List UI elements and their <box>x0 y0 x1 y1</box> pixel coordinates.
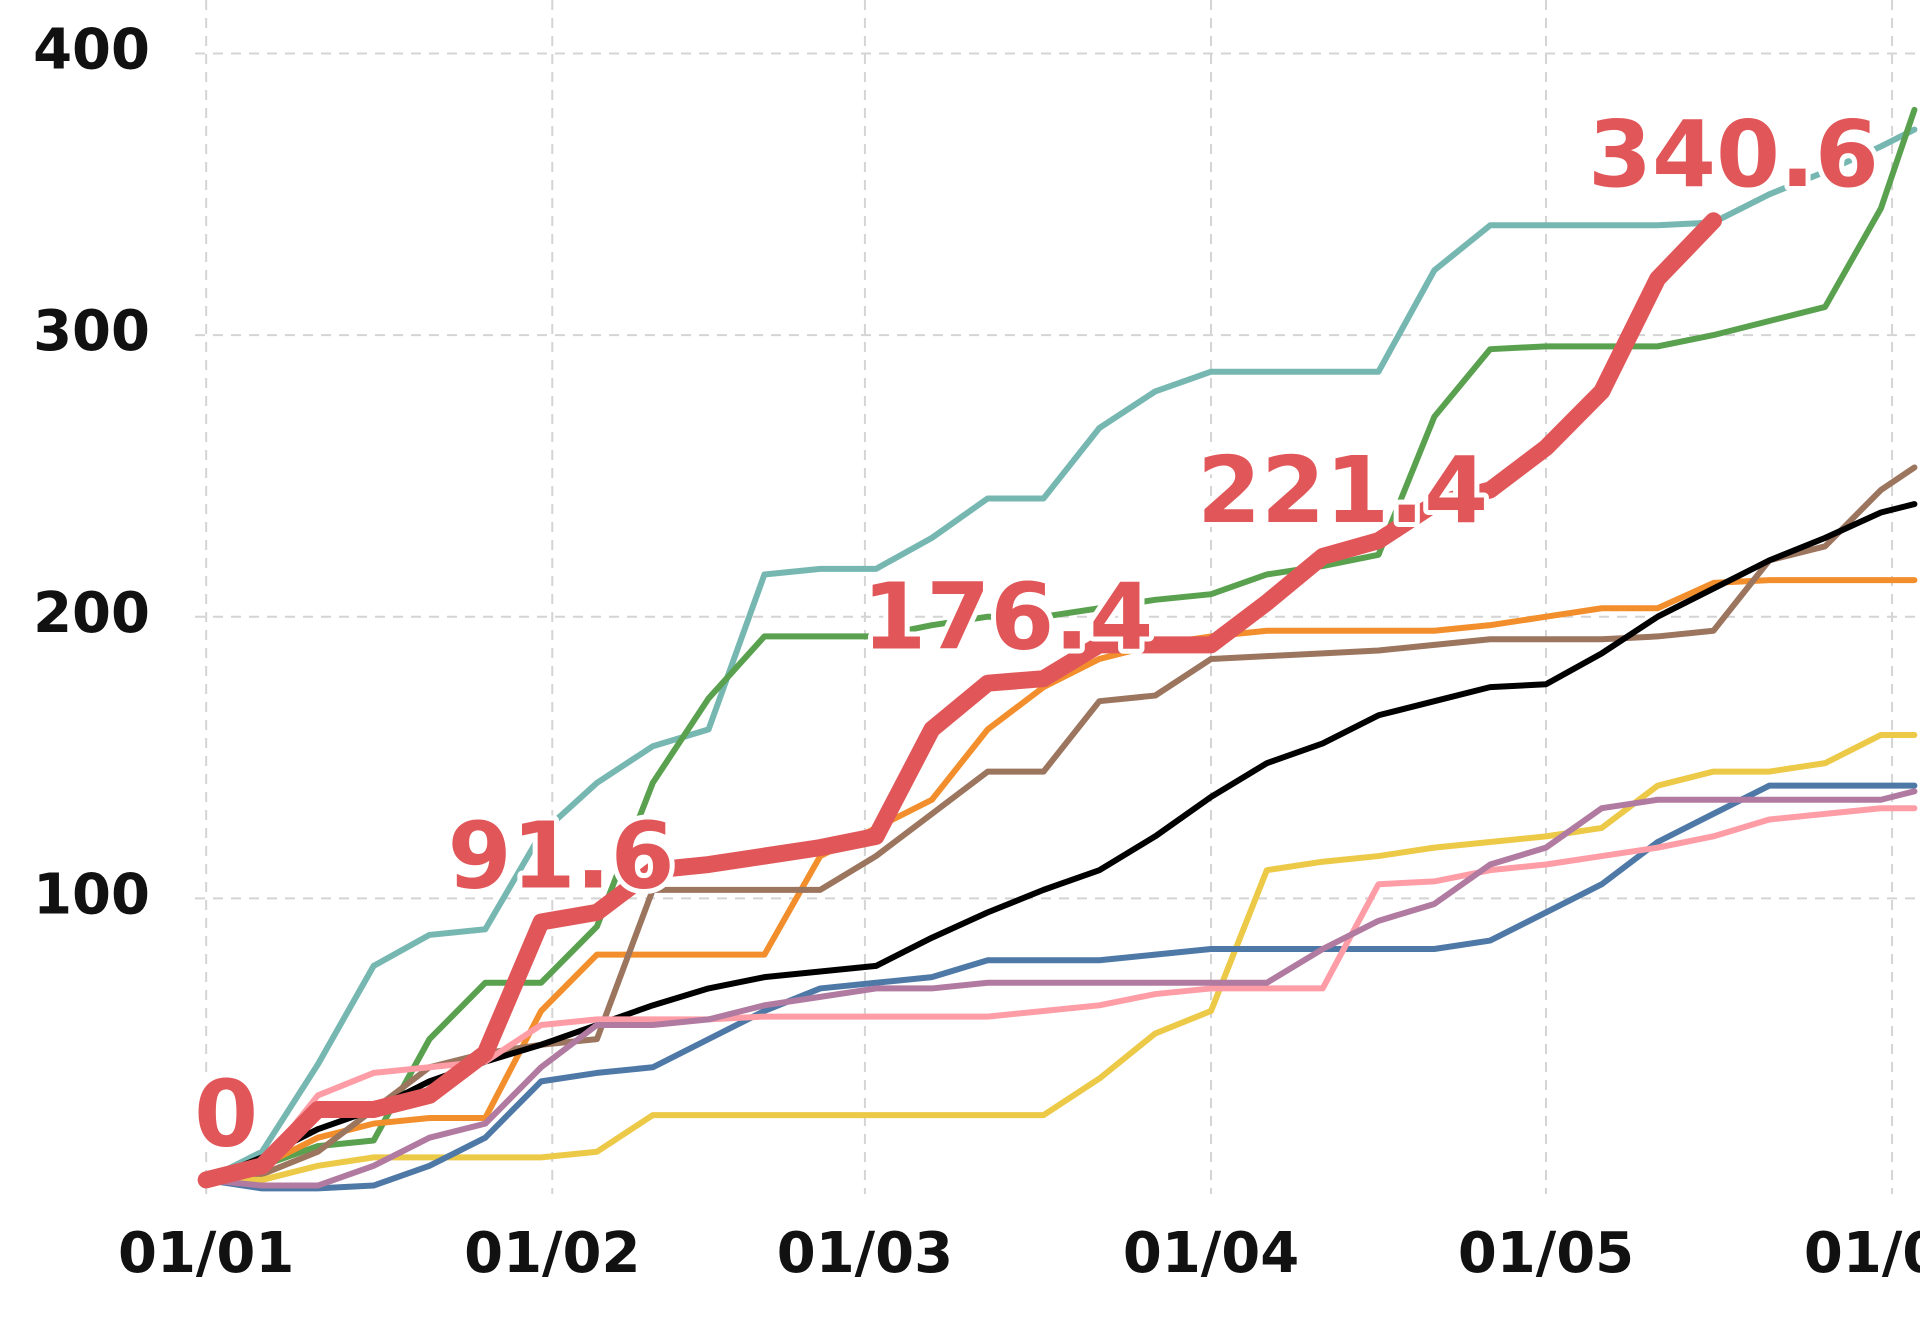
x-tick-label: 01/06 <box>1804 1221 1920 1286</box>
x-tick-label: 01/05 <box>1458 1221 1634 1286</box>
x-tick-label: 01/03 <box>777 1221 953 1286</box>
data-label: 0 <box>194 1060 258 1167</box>
x-tick-label: 01/04 <box>1123 1221 1299 1286</box>
y-tick-label: 200 <box>33 581 150 646</box>
y-tick-label: 300 <box>33 299 150 364</box>
line-series <box>203 788 1918 1189</box>
x-tick-label: 01/02 <box>464 1221 640 1286</box>
line-series <box>203 106 1918 1183</box>
line-series <box>197 212 1722 1189</box>
y-tick-label: 100 <box>33 862 150 927</box>
line-series <box>203 731 1918 1183</box>
y-tick-label: 400 <box>33 18 150 83</box>
x-tick-label: 01/01 <box>118 1221 294 1286</box>
line-series <box>203 577 1918 1183</box>
data-label: 221.4 <box>1197 437 1488 544</box>
data-label: 91.6 <box>448 802 675 909</box>
data-label: 340.6 <box>1588 101 1879 208</box>
data-label: 176.4 <box>862 564 1153 671</box>
line-series <box>203 805 1918 1183</box>
line-series <box>203 126 1918 1183</box>
